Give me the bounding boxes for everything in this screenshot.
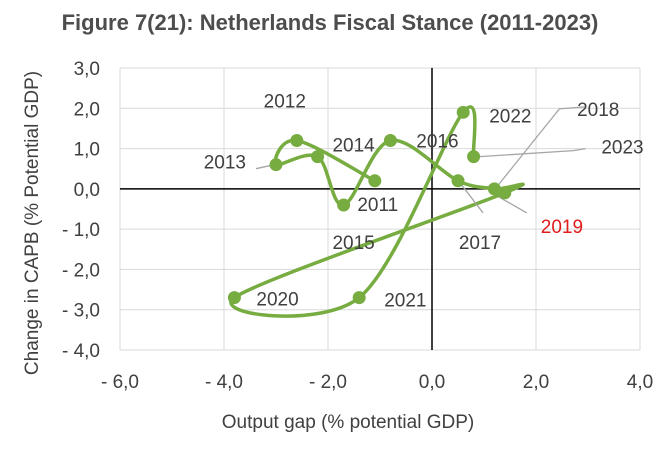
data-point-2014 bbox=[311, 150, 325, 164]
y-tick-label: 1,0 bbox=[74, 140, 100, 161]
leader-line-2018 bbox=[497, 106, 585, 186]
x-tick-label: 4,0 bbox=[627, 372, 653, 393]
x-axis-label: Output gap (% potential GDP) bbox=[222, 412, 474, 433]
label-leader-lines bbox=[255, 106, 586, 214]
y-tick-label: - 3,0 bbox=[62, 301, 100, 322]
data-point-2021 bbox=[352, 291, 366, 305]
data-point-2016 bbox=[383, 134, 397, 148]
point-label-2014: 2014 bbox=[332, 136, 375, 157]
y-tick-label: - 1,0 bbox=[62, 220, 100, 241]
point-label-2017: 2017 bbox=[459, 233, 501, 254]
data-point-2012 bbox=[290, 134, 304, 148]
data-point-2020 bbox=[227, 291, 241, 305]
point-label-2019: 2019 bbox=[541, 217, 583, 238]
data-point-2019 bbox=[498, 186, 512, 200]
y-tick-labels: 3,0 2,0 1,0 0,0 - 1,0 - 2,0 - 3,0 - 4,0 bbox=[62, 59, 100, 362]
point-labels: 2011 2012 2013 2014 2015 2016 2017 2018 2019 2020… bbox=[204, 92, 644, 312]
y-tick-label: 2,0 bbox=[74, 99, 100, 120]
point-label-2013: 2013 bbox=[204, 153, 246, 174]
point-label-2012: 2012 bbox=[264, 92, 306, 113]
y-tick-label: 3,0 bbox=[74, 59, 100, 80]
x-tick-labels: - 6,0 - 4,0 - 2,0 0,0 2,0 4,0 bbox=[101, 372, 653, 393]
y-axis-label: Change in CAPB (% Potential GDP) bbox=[22, 71, 43, 375]
y-tick-label: 0,0 bbox=[74, 180, 100, 201]
chart-title: Figure 7(21): Netherlands Fiscal Stance … bbox=[62, 10, 599, 35]
point-label-2016: 2016 bbox=[416, 132, 458, 153]
x-tick-label: - 4,0 bbox=[205, 372, 243, 393]
data-point-2023 bbox=[467, 150, 481, 164]
leader-line-2019 bbox=[498, 196, 528, 214]
data-point-2018 bbox=[487, 182, 501, 196]
data-point-2013 bbox=[269, 158, 283, 172]
point-label-2011: 2011 bbox=[357, 195, 398, 216]
point-label-2022: 2022 bbox=[489, 106, 531, 127]
point-label-2020: 2020 bbox=[256, 290, 298, 311]
axes bbox=[120, 68, 640, 350]
point-label-2015: 2015 bbox=[332, 233, 374, 254]
point-label-2021: 2021 bbox=[384, 291, 426, 312]
data-point-2022 bbox=[456, 105, 470, 119]
x-tick-label: - 2,0 bbox=[309, 372, 347, 393]
leader-line-2023 bbox=[479, 147, 586, 158]
point-label-2018: 2018 bbox=[577, 100, 619, 121]
x-tick-label: 2,0 bbox=[523, 372, 549, 393]
leader-line-2017 bbox=[459, 182, 484, 214]
data-point-2011 bbox=[368, 174, 382, 188]
data-points bbox=[227, 105, 512, 305]
y-tick-label: - 2,0 bbox=[62, 260, 100, 281]
data-point-2015 bbox=[337, 198, 351, 212]
x-tick-label: - 6,0 bbox=[101, 372, 139, 393]
point-label-2023: 2023 bbox=[601, 138, 643, 159]
x-tick-label: 0,0 bbox=[419, 372, 445, 393]
y-tick-label: - 4,0 bbox=[62, 341, 100, 362]
data-point-2017 bbox=[451, 174, 465, 188]
